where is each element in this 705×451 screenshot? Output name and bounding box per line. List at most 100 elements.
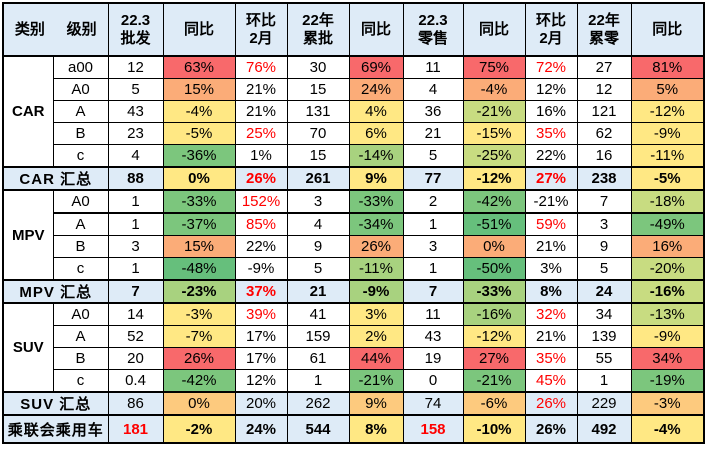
header-col-line: 同比 bbox=[478, 20, 509, 38]
value-cell: 238 bbox=[576, 166, 632, 191]
value-cell: 131 bbox=[286, 100, 350, 123]
level-cell: A0 bbox=[52, 78, 109, 101]
value-cell: 27 bbox=[576, 55, 632, 79]
value-cell: 39% bbox=[234, 302, 288, 326]
value-cell: -23% bbox=[162, 279, 236, 304]
value-cell: 2% bbox=[348, 325, 404, 348]
table-row: SUV A0 14 -3% 39% 41 3% 11 -16% 32% 34 -13% bbox=[2, 302, 705, 393]
value-cell: 70 bbox=[286, 122, 350, 145]
value-cell: -15% bbox=[462, 122, 526, 145]
value-cell: 5 bbox=[286, 257, 350, 281]
header-row: 类别 级别 22.3 批发 同比 环比 2月 22年 累批 同比 22.3 零售 同比 环比 2月 22年 累零… bbox=[2, 2, 705, 57]
value-cell: 1 bbox=[107, 189, 164, 214]
value-cell: -4% bbox=[462, 78, 526, 101]
value-cell: 15 bbox=[286, 78, 350, 101]
header-col-line: 环比 bbox=[535, 12, 566, 30]
value-cell: 14 bbox=[107, 302, 164, 326]
header-category-label: 类别 bbox=[14, 20, 45, 38]
header-col-8: 22年 累零 bbox=[576, 2, 632, 57]
value-cell: 4 bbox=[107, 144, 164, 168]
value-cell: -3% bbox=[162, 302, 236, 326]
value-cell: 24% bbox=[234, 414, 288, 444]
value-cell: 21% bbox=[524, 325, 578, 348]
value-cell: 262 bbox=[286, 391, 350, 416]
header-col-line: 2月 bbox=[249, 29, 273, 47]
value-cell: 17% bbox=[234, 347, 288, 370]
category-cell: SUV bbox=[2, 302, 54, 393]
level-cell: A bbox=[52, 325, 109, 348]
value-cell: 34 bbox=[576, 302, 632, 326]
header-col-line: 同比 bbox=[360, 20, 391, 38]
value-cell: 17% bbox=[234, 325, 288, 348]
value-cell: -2% bbox=[162, 414, 236, 444]
header-col-5: 22.3 零售 bbox=[402, 2, 464, 57]
value-cell: -50% bbox=[462, 257, 526, 281]
value-cell: 35% bbox=[524, 122, 578, 145]
value-cell: -48% bbox=[162, 257, 236, 281]
value-cell: -5% bbox=[630, 166, 705, 191]
value-cell: 152% bbox=[234, 189, 288, 214]
value-cell: 7 bbox=[107, 279, 164, 304]
value-cell: 32% bbox=[524, 302, 578, 326]
summary-row: SUV 汇总 86 0% 20% 262 9% 74 -6% 26% 229 -3% bbox=[2, 391, 705, 416]
table-row: B 20 26% 17% 61 44% 19 27% 35% 55 34% bbox=[3, 347, 705, 370]
value-cell: 11 bbox=[402, 302, 464, 326]
value-cell: -19% bbox=[630, 369, 705, 393]
value-cell: 1 bbox=[107, 257, 164, 281]
value-cell: -5% bbox=[162, 122, 236, 145]
category-cell: CAR bbox=[2, 55, 54, 168]
value-cell: 16 bbox=[576, 144, 632, 168]
value-cell: 26% bbox=[524, 414, 578, 444]
value-cell: 9% bbox=[348, 391, 404, 416]
table-row: c 1 -48% -9% 5 -11% 1 -50% 3% 5 -20% bbox=[3, 257, 705, 281]
value-cell: 0% bbox=[162, 166, 236, 191]
value-cell: 3% bbox=[348, 302, 404, 326]
header-col-9: 同比 bbox=[630, 2, 705, 57]
header-col-line: 环比 bbox=[245, 12, 276, 30]
value-cell: 139 bbox=[576, 325, 632, 348]
value-cell: 21% bbox=[234, 100, 288, 123]
value-cell: 26% bbox=[162, 347, 236, 370]
table-row: B 23 -5% 25% 70 6% 21 -15% 35% 62 -9% bbox=[3, 122, 705, 145]
value-cell: 41 bbox=[286, 302, 350, 326]
summary-label: CAR 汇总 bbox=[2, 166, 109, 191]
value-cell: 5 bbox=[576, 257, 632, 281]
value-cell: -37% bbox=[162, 212, 236, 236]
value-cell: 159 bbox=[286, 325, 350, 348]
header-col-line: 22年 bbox=[302, 12, 334, 30]
level-cell: c bbox=[52, 369, 109, 393]
value-cell: 0% bbox=[462, 235, 526, 258]
table-row: B 3 15% 22% 9 26% 3 0% 21% 9 16% bbox=[3, 235, 705, 258]
table-row: A 52 -7% 17% 159 2% 43 -12% 21% 139 -9% bbox=[3, 325, 705, 348]
value-cell: 3 bbox=[402, 235, 464, 258]
value-cell: 69% bbox=[348, 55, 404, 79]
value-cell: 63% bbox=[162, 55, 236, 79]
value-cell: 5% bbox=[630, 78, 705, 101]
value-cell: 4% bbox=[348, 100, 404, 123]
value-cell: 0 bbox=[402, 369, 464, 393]
table-row: A 1 -37% 85% 4 -34% 1 -51% 59% 3 -49% bbox=[3, 212, 705, 236]
header-col-line: 22.3 bbox=[418, 12, 448, 30]
value-cell: 492 bbox=[576, 414, 632, 444]
header-col-6: 同比 bbox=[462, 2, 526, 57]
level-cell: A0 bbox=[52, 302, 109, 326]
level-cell: B bbox=[52, 347, 109, 370]
value-cell: -21% bbox=[462, 369, 526, 393]
value-cell: 3 bbox=[107, 235, 164, 258]
value-cell: 44% bbox=[348, 347, 404, 370]
header-col-line: 同比 bbox=[652, 20, 683, 38]
value-cell: 121 bbox=[576, 100, 632, 123]
value-cell: 37% bbox=[234, 279, 288, 304]
value-cell: -6% bbox=[462, 391, 526, 416]
level-cell: A bbox=[52, 100, 109, 123]
value-cell: 24% bbox=[348, 78, 404, 101]
value-cell: 3% bbox=[524, 257, 578, 281]
summary-label: MPV 汇总 bbox=[2, 279, 109, 304]
value-cell: 30 bbox=[286, 55, 350, 79]
value-cell: 5 bbox=[107, 78, 164, 101]
value-cell: -34% bbox=[348, 212, 404, 236]
value-cell: 2 bbox=[402, 189, 464, 214]
header-col-line: 2月 bbox=[539, 29, 563, 47]
value-cell: 21% bbox=[524, 235, 578, 258]
table-row: c 4 -36% 1% 15 -14% 5 -25% 22% 16 -11% bbox=[3, 144, 705, 168]
